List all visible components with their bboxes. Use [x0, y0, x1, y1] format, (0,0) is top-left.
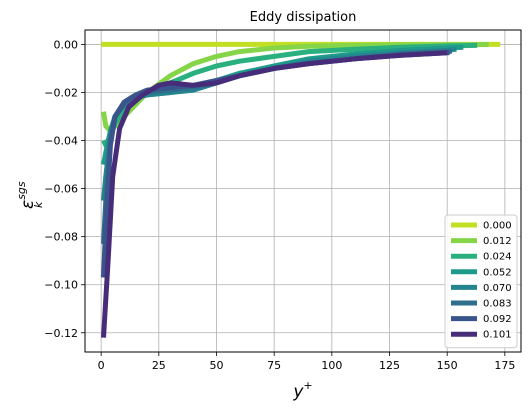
y-axis-ticks: 0.00 −0.02 −0.04 −0.06 −0.08 −0.10 −0.12: [44, 38, 85, 340]
plot-frame: [84, 29, 522, 353]
y-tick-label: −0.04: [44, 135, 78, 148]
legend-label-4: 0.070: [483, 283, 512, 294]
y-axis-label-base: ε: [18, 200, 38, 209]
x-tick-label: 150: [437, 359, 458, 372]
y-axis-label: εsgs k: [15, 181, 45, 209]
x-tick-label: 125: [379, 359, 400, 372]
legend-label-6: 0.092: [483, 314, 512, 325]
svg-text:εsgs: εsgs: [15, 181, 38, 209]
y-tick-label: 0.00: [54, 38, 79, 51]
x-axis-label: y+: [292, 379, 312, 402]
legend: 0.000 0.012 0.024 0.052 0.070 0.083 0.092 0.101: [444, 214, 518, 349]
x-axis-ticks: 0 25 50 75 100 125 150 175: [98, 352, 515, 372]
legend-label-2: 0.024: [483, 252, 512, 263]
y-tick-label: −0.10: [44, 279, 78, 292]
chart-title: Eddy dissipation: [250, 10, 357, 25]
legend-box: [444, 214, 518, 349]
y-tick-label: −0.08: [44, 231, 78, 244]
legend-label-7: 0.101: [483, 330, 512, 341]
series-layer: [101, 41, 501, 338]
x-tick-label: 100: [321, 359, 342, 372]
y-tick-label: −0.06: [44, 183, 78, 196]
x-tick-label: 75: [267, 359, 281, 372]
y-axis-label-sub: k: [32, 201, 45, 208]
x-tick-label: 175: [494, 359, 515, 372]
y-tick-label: −0.12: [44, 327, 78, 340]
y-axis-label-sup: sgs: [15, 181, 28, 200]
y-tick-label: −0.02: [44, 86, 78, 99]
legend-label-1: 0.012: [483, 236, 512, 247]
x-tick-label: 0: [98, 359, 105, 372]
series-line-7: [101, 50, 448, 338]
x-axis-label-sup: +: [303, 379, 312, 392]
legend-label-5: 0.083: [483, 299, 512, 310]
legend-label-3: 0.052: [483, 267, 512, 278]
x-tick-label: 25: [152, 359, 166, 372]
x-tick-label: 50: [209, 359, 223, 372]
legend-label-0: 0.000: [483, 221, 512, 232]
x-axis-label-base: y: [292, 382, 304, 402]
